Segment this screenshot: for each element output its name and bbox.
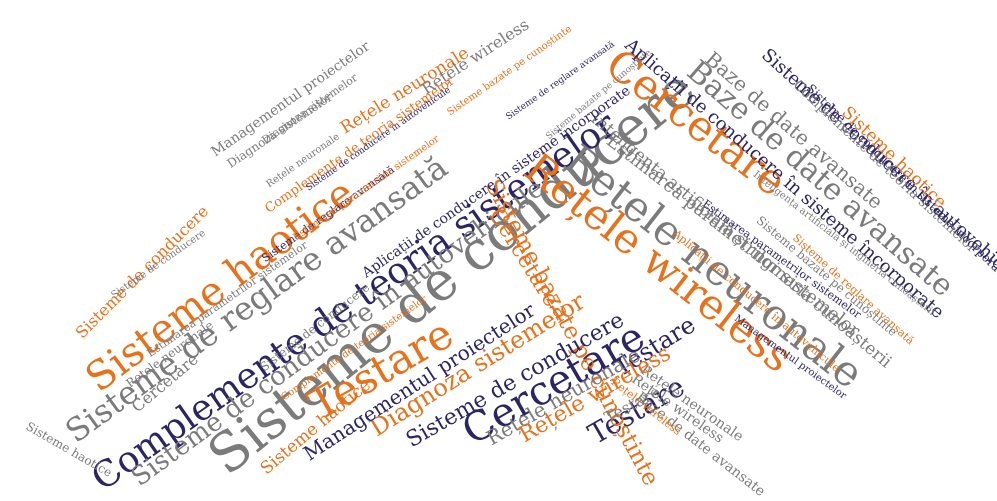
- cloud-word: Managementul proiectelor: [208, 38, 373, 161]
